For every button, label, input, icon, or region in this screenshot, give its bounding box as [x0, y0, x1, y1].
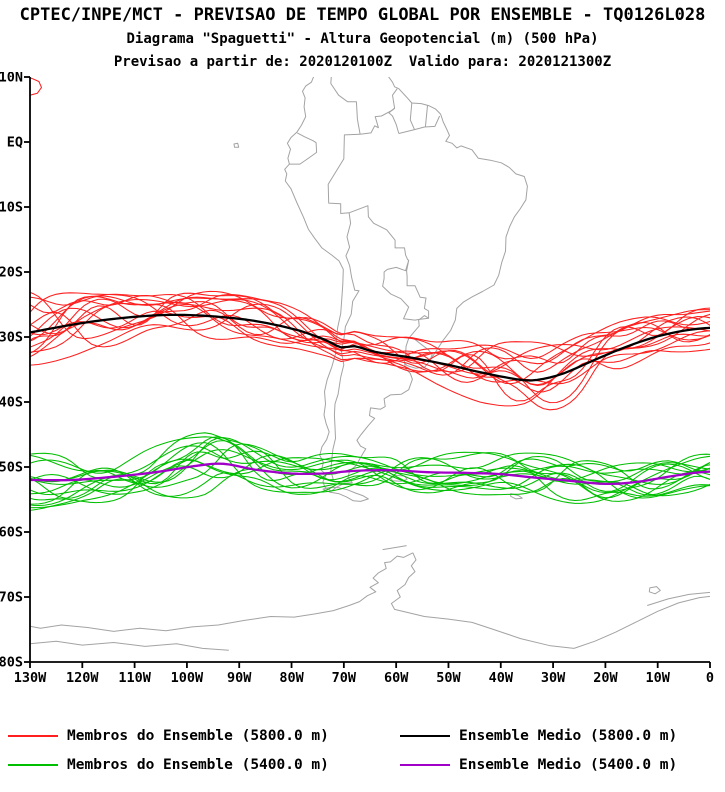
x-tick-label: 10W — [645, 670, 670, 686]
map-border-ec-pe — [289, 132, 318, 165]
ensemble-member-5800.0 — [30, 292, 710, 402]
x-tick-label: 40W — [489, 670, 514, 686]
map-antarctic-east-inner — [647, 591, 710, 606]
ensemble-member-5400.0 — [30, 440, 710, 495]
map-border-gy-ve — [388, 88, 400, 134]
legend: Membros do Ensemble (5800.0 m) Ensemble … — [0, 728, 725, 773]
map-galapagos — [233, 142, 240, 148]
map-antarctic-peninsula-west — [30, 552, 414, 632]
map-antarctic-east-coast — [573, 595, 710, 649]
contour-layer — [30, 77, 710, 511]
y-tick-label: 70S — [0, 590, 23, 606]
map-antarctic-peninsula-east — [390, 552, 575, 649]
x-tick-label: 90W — [227, 670, 252, 686]
y-tick-label: 20S — [0, 265, 23, 281]
legend-item-members-5400: Membros do Ensemble (5400.0 m) — [8, 757, 400, 773]
ensemble-member-5400.0 — [30, 455, 710, 509]
map-trinidad — [386, 72, 391, 76]
map-tierra-del-fuego — [322, 486, 369, 502]
ensemble-member-5800.0 — [30, 303, 710, 386]
x-tick-label: 80W — [279, 670, 304, 686]
map-border-paraguay — [382, 259, 430, 321]
extra-contour-closed-contour-northwest — [30, 77, 43, 96]
y-tick-label: EQ — [7, 135, 23, 151]
ensemble-member-5400.0 — [30, 443, 710, 511]
x-tick-label: 120W — [66, 670, 99, 686]
legend-label: Ensemble Medio (5800.0 m) — [459, 728, 678, 744]
legend-label: Membros do Ensemble (5400.0 m) — [67, 757, 329, 773]
x-tick-label: 70W — [332, 670, 357, 686]
ensemble-member-5800.0 — [30, 292, 710, 404]
chart-subtitle: Diagrama "Spaguetti" - Altura Geopotenci… — [126, 31, 599, 47]
legend-label: Membros do Ensemble (5800.0 m) — [67, 728, 329, 744]
map-border-ve-co — [330, 77, 361, 135]
ensemble-member-5800.0 — [30, 293, 710, 379]
legend-label: Ensemble Medio (5400.0 m) — [459, 757, 678, 773]
ensemble-mean-5400.0 — [30, 462, 710, 486]
y-tick-label: 30S — [0, 330, 23, 346]
ensemble-mean-5800.0 — [30, 313, 710, 382]
ensemble-member-5800.0 — [30, 309, 710, 411]
x-tick-label: 0 — [706, 670, 714, 686]
ensemble-member-5400.0 — [30, 459, 710, 505]
chart-init-valid-line: Previsao a partir de: 2020120100Z Valido… — [113, 54, 612, 70]
axes-layer — [24, 76, 711, 668]
legend-line-black — [400, 734, 450, 738]
x-tick-label: 20W — [593, 670, 618, 686]
legend-item-members-5800: Membros do Ensemble (5800.0 m) — [8, 728, 400, 744]
ensemble-member-5400.0 — [30, 445, 710, 507]
y-tick-label: 60S — [0, 525, 23, 541]
legend-item-mean-5800: Ensemble Medio (5800.0 m) — [400, 728, 677, 744]
x-tick-label: 30W — [541, 670, 566, 686]
legend-item-mean-5400: Ensemble Medio (5400.0 m) — [400, 757, 677, 773]
map-plot: 130W 120W 110W 100W 90W 80W 70W 60W 50W 40W 30W 20W… — [0, 72, 714, 686]
ensemble-member-5800.0 — [30, 293, 710, 364]
ensemble-member-5400.0 — [30, 442, 710, 499]
map-antarctic-inner-coast — [30, 640, 229, 651]
y-tick-label: 50S — [0, 460, 23, 476]
map-south-america-coast — [284, 77, 528, 492]
x-tick-label: 130W — [14, 670, 47, 686]
map-border-sr-gf — [424, 105, 428, 128]
y-tick-label: 40S — [0, 395, 23, 411]
legend-line-green — [8, 764, 58, 766]
x-tick-label: 100W — [171, 670, 204, 686]
legend-row-5400: Membros do Ensemble (5400.0 m) Ensemble … — [8, 757, 725, 773]
legend-row-5800: Membros do Ensemble (5800.0 m) Ensemble … — [8, 728, 725, 744]
map-shetland-islands — [382, 545, 407, 551]
legend-line-purple — [400, 763, 450, 767]
map-ice-shelf-blob — [648, 586, 661, 595]
map-south-georgia — [510, 493, 523, 500]
y-tick-label: 80S — [0, 655, 23, 671]
y-tick-label: 10N — [0, 72, 23, 86]
chart-title: CPTEC/INPE/MCT - PREVISAO DE TEMPO GLOBA… — [19, 5, 706, 25]
y-tick-label: 10S — [0, 200, 23, 216]
ensemble-member-5800.0 — [30, 303, 710, 407]
ensemble-member-5400.0 — [30, 432, 710, 499]
axis-label-layer: 130W 120W 110W 100W 90W 80W 70W 60W 50W 40W 30W 20W… — [0, 72, 714, 686]
map-border-bo-br — [348, 205, 409, 261]
x-tick-label: 110W — [118, 670, 151, 686]
map-falkland-islands — [389, 474, 408, 482]
map-border-br-pe-co — [327, 133, 361, 214]
map-border-br-ar — [408, 315, 429, 339]
map-border-br-north — [398, 115, 441, 134]
ensemble-member-5400.0 — [30, 436, 710, 504]
ensemble-member-5800.0 — [30, 295, 710, 387]
map-border-ve-br — [360, 107, 395, 135]
x-tick-label: 60W — [384, 670, 409, 686]
legend-line-red — [8, 735, 58, 737]
map-border-gy-sr — [409, 102, 415, 130]
x-tick-label: 50W — [436, 670, 461, 686]
